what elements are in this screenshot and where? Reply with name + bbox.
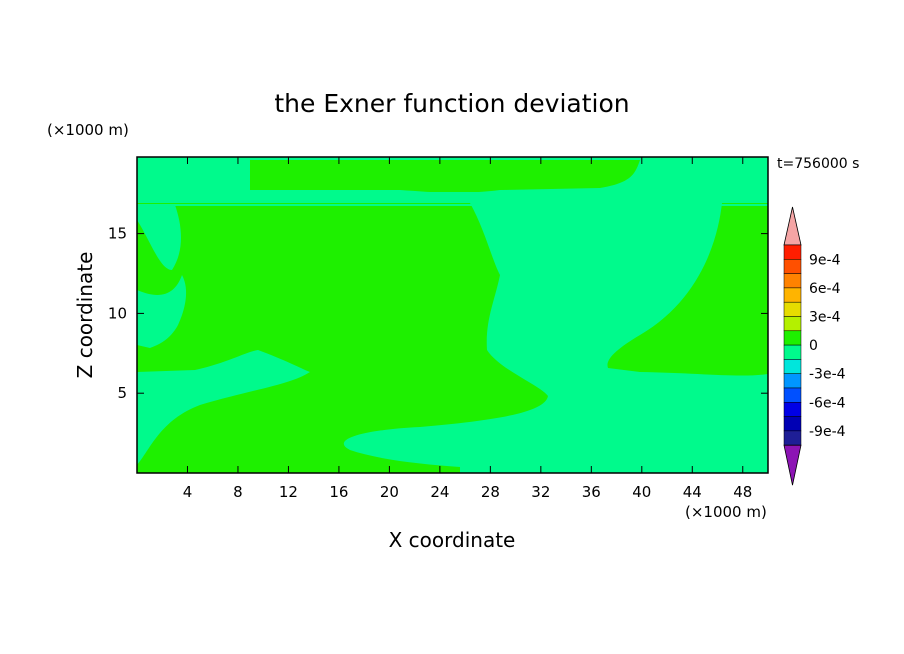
colorbar: 9e-4 6e-4 3e-4 0 -3e-4 -6e-4 -9e-4: [783, 206, 846, 486]
x-tick-label: 20: [380, 483, 399, 501]
colorbar-level: [783, 344, 802, 360]
x-tick-label: 12: [279, 483, 298, 501]
layer-lines: [137, 192, 768, 213]
x-tick-label: 8: [233, 483, 243, 501]
colorbar-level: [783, 402, 802, 417]
negative-pocket-left: [137, 350, 310, 465]
colorbar-level: [783, 359, 802, 374]
positive-region-right-lobe: [607, 203, 768, 376]
positive-regions: [137, 160, 768, 473]
colorbar-tick-label: 3e-4: [809, 310, 841, 326]
x-tick-label: 40: [632, 483, 651, 501]
colorbar-tick-label: 0: [809, 338, 818, 354]
colorbar-level: [783, 301, 802, 317]
colorbar-level: [783, 259, 802, 274]
x-unit-label: (×1000 m): [685, 503, 767, 521]
negative-pocket-left-mid: [137, 275, 187, 348]
x-tick-label: 44: [683, 483, 702, 501]
colorbar-tick-label: -3e-4: [809, 367, 846, 383]
colorbar-tick-label: 9e-4: [809, 252, 841, 268]
colorbar-under-triangle: [783, 444, 802, 486]
colorbar-level: [783, 330, 802, 346]
x-tick-label: 4: [183, 483, 193, 501]
y-tick-label: 10: [108, 304, 127, 322]
colorbar-level: [783, 316, 802, 332]
time-label: t=756000 s: [777, 156, 859, 172]
x-tick-label: 24: [430, 483, 449, 501]
colorbar-level: [783, 373, 802, 389]
x-tick-label: 16: [329, 483, 348, 501]
positive-region-upper-band: [250, 160, 640, 193]
colorbar-level: [783, 416, 802, 432]
colorbar-level: [783, 273, 802, 289]
colorbar-tick-label: -6e-4: [809, 395, 846, 411]
contour-field: [137, 157, 768, 473]
colorbar-level: [783, 430, 802, 446]
x-tick-label: 36: [582, 483, 601, 501]
negative-pocket-upper-left: [137, 205, 181, 270]
positive-region-lower-body: [137, 203, 548, 473]
colorbar-tick-label: 6e-4: [809, 281, 841, 297]
chart-title: the Exner function deviation: [274, 89, 629, 118]
colorbar-over-triangle: [783, 206, 802, 246]
y-axis-label: Z coordinate: [73, 252, 97, 379]
plot-frame: [136, 156, 769, 474]
y-tick-label: 15: [108, 225, 127, 243]
x-axis-ticks: 4 8 12 16 20 24 28 32 36 40 44 48: [183, 157, 752, 501]
y-tick-label: 5: [117, 384, 127, 402]
negative-pockets: [137, 205, 310, 465]
x-tick-label: 28: [481, 483, 500, 501]
x-tick-label: 48: [733, 483, 752, 501]
colorbar-level: [783, 244, 802, 260]
colorbar-tick-label: -9e-4: [809, 424, 846, 440]
x-axis-label: X coordinate: [389, 528, 516, 552]
colorbar-level: [783, 387, 802, 403]
colorbar-level: [783, 287, 802, 303]
x-tick-label: 32: [531, 483, 550, 501]
y-axis-ticks: 5 10 15: [108, 225, 768, 402]
y-unit-label: (×1000 m): [47, 121, 129, 139]
